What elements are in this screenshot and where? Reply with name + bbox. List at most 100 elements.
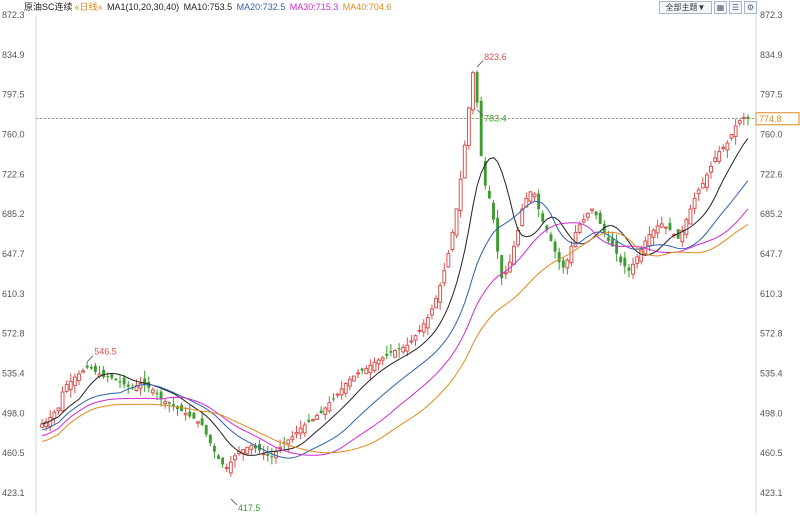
candle-body-down bbox=[598, 212, 602, 224]
candle-body-up bbox=[134, 385, 139, 392]
candle-body-up bbox=[163, 401, 168, 405]
theme-dropdown[interactable]: 全部主题▼ bbox=[659, 1, 712, 14]
candle-body-down bbox=[282, 442, 286, 444]
y-tick-label-right: 872.3 bbox=[760, 10, 783, 20]
candle-body-up bbox=[196, 421, 200, 424]
candle-body-down bbox=[102, 369, 106, 378]
candle-body-up bbox=[684, 219, 689, 235]
candle-body-up bbox=[725, 142, 730, 151]
candle-body-down bbox=[553, 241, 557, 252]
y-tick-label-right: 460.5 bbox=[760, 448, 783, 458]
candle-body-up bbox=[352, 375, 356, 382]
candle-body-up bbox=[516, 229, 521, 246]
candle-body-down bbox=[615, 241, 619, 254]
list-icon[interactable]: ☰ bbox=[729, 1, 742, 14]
y-tick-label-right: 722.6 bbox=[760, 169, 783, 179]
candle-body-down bbox=[627, 267, 631, 271]
candle-body-up bbox=[290, 436, 295, 440]
candle-body-down bbox=[397, 348, 401, 350]
annotation-pointer bbox=[230, 498, 238, 506]
y-tick-label-left: 722.6 bbox=[2, 169, 25, 179]
candle-body-down bbox=[200, 418, 204, 426]
candle-body-up bbox=[376, 359, 381, 365]
candle-body-up bbox=[286, 439, 291, 445]
candle-body-down bbox=[475, 72, 479, 103]
candle-body-up bbox=[590, 208, 594, 212]
candle-body-down bbox=[319, 410, 323, 414]
ma30-line bbox=[41, 208, 749, 456]
candle-body-down bbox=[619, 256, 623, 263]
candle-body-down bbox=[212, 445, 216, 452]
annotation-label: 823.6 bbox=[484, 52, 507, 62]
annotation-pointer bbox=[86, 355, 94, 362]
y-tick-label-left: 535.4 bbox=[2, 369, 25, 379]
candle-body-up bbox=[647, 234, 652, 247]
y-tick-label-right: 423.1 bbox=[760, 488, 783, 498]
candle-body-down bbox=[143, 378, 147, 385]
candle-body-up bbox=[573, 231, 578, 248]
indicator-legend: 原油SC连续 «日线» MA1(10,20,30,40) MA10:753.5 M… bbox=[24, 0, 393, 14]
last-price-tag bbox=[755, 112, 800, 126]
candle-body-up bbox=[183, 412, 188, 416]
y-tick-label-left: 460.5 bbox=[2, 448, 25, 458]
candle-body-up bbox=[430, 308, 434, 316]
candle-body-up bbox=[454, 208, 459, 236]
candle-body-down bbox=[594, 211, 598, 216]
candle-body-up bbox=[421, 323, 426, 333]
candle-body-down bbox=[611, 238, 614, 247]
candle-body-up bbox=[659, 223, 664, 228]
y-tick-label-right: 498.0 bbox=[760, 408, 783, 418]
candle-body-down bbox=[192, 412, 196, 419]
candle-body-up bbox=[721, 146, 726, 149]
annotation-pointer bbox=[476, 60, 484, 68]
ma20-value: MA20:732.5 bbox=[236, 2, 286, 12]
candle-body-up bbox=[688, 208, 693, 225]
candle-body-up bbox=[635, 256, 640, 264]
candle-body-up bbox=[323, 407, 328, 415]
candle-body-up bbox=[520, 208, 525, 226]
candle-body-up bbox=[81, 370, 86, 373]
candle-body-up bbox=[434, 297, 438, 309]
y-tick-label-left: 797.5 bbox=[2, 90, 25, 100]
period-label[interactable]: «日线» bbox=[74, 2, 103, 12]
candle-body-up bbox=[233, 455, 237, 461]
y-tick-label-right: 685.2 bbox=[760, 209, 783, 219]
candle-body-up bbox=[503, 272, 508, 275]
candle-body-up bbox=[512, 245, 516, 265]
instrument-title: 原油SC连续 bbox=[24, 2, 73, 12]
candle-body-down bbox=[176, 406, 179, 410]
candle-body-down bbox=[93, 365, 97, 372]
candle-body-down bbox=[492, 202, 495, 220]
candle-body-up bbox=[704, 174, 709, 188]
ma20-line bbox=[41, 180, 749, 459]
candle-body-up bbox=[409, 340, 414, 343]
candle-body-down bbox=[171, 404, 175, 406]
candle-body-up bbox=[44, 421, 49, 428]
candle-body-up bbox=[737, 120, 742, 124]
settings-icon[interactable]: ⚙ bbox=[744, 1, 757, 14]
candle-body-up bbox=[458, 178, 463, 212]
candle-body-up bbox=[310, 419, 315, 422]
y-tick-label-right: 572.8 bbox=[760, 329, 783, 339]
candle-body-down bbox=[360, 368, 364, 371]
y-tick-label-right: 647.7 bbox=[760, 249, 783, 259]
candle-body-up bbox=[224, 467, 229, 470]
candle-body-up bbox=[356, 372, 360, 375]
candle-body-down bbox=[208, 434, 212, 444]
y-tick-label-left: 872.3 bbox=[2, 10, 25, 20]
candle-body-up bbox=[565, 259, 570, 269]
candle-body-down bbox=[85, 365, 89, 368]
candle-body-up bbox=[581, 219, 586, 223]
grid-icon[interactable]: ▦ bbox=[714, 1, 727, 14]
candle-body-up bbox=[68, 380, 73, 390]
candle-body-up bbox=[64, 384, 69, 392]
candle-body-up bbox=[741, 116, 746, 119]
candle-body-down bbox=[270, 456, 274, 458]
candle-body-up bbox=[462, 144, 467, 179]
candle-body-up bbox=[40, 423, 44, 428]
ma40-line bbox=[41, 224, 749, 454]
candle-body-down bbox=[221, 457, 225, 465]
ma40-value: MA40:704.6 bbox=[342, 2, 392, 12]
candle-body-down bbox=[307, 419, 311, 422]
candle-body-up bbox=[528, 191, 533, 202]
